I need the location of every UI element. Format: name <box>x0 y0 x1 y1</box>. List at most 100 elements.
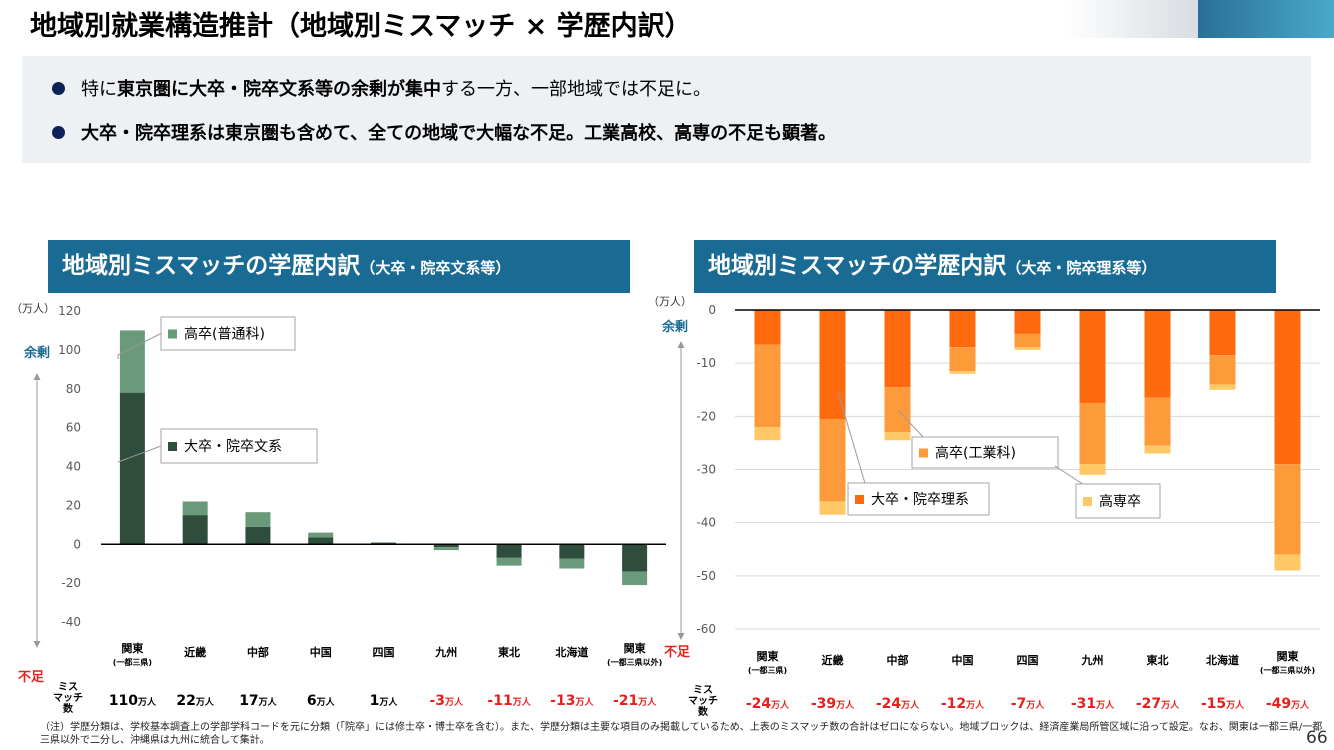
right-chart-title: 地域別ミスマッチの学歴内訳 <box>708 253 1007 279</box>
page-title: 地域別就業構造推計（地域別ミスマッチ × 学歴内訳） <box>30 11 692 42</box>
right-shortage-label: 不足 <box>664 645 691 660</box>
right-bar-segment <box>1144 397 1171 446</box>
arrow-up-icon <box>677 341 685 348</box>
left-bar-segment <box>371 542 396 545</box>
left-category-sublabel: (一都三県以外) <box>607 657 662 667</box>
right-mismatch-total: -12万人 <box>941 696 985 712</box>
left-mismatch-total: -21万人 <box>613 693 657 709</box>
right-ytick-label: -10 <box>696 356 716 370</box>
right-unit-label: （万人） <box>648 295 692 308</box>
left-mismatch-total: 6万人 <box>307 693 336 709</box>
left-legend-swatch <box>168 329 177 339</box>
left-bar-segment <box>245 526 271 545</box>
left-bar-segment <box>496 544 522 558</box>
right-legend-label: 大卒・院卒理系 <box>871 492 969 508</box>
bullet1-text-b: する一方、一部地域では不足に。 <box>441 79 711 100</box>
right-category-label: 中部 <box>887 653 909 667</box>
right-bar-segment <box>1274 310 1301 465</box>
right-chart-subtitle: （大卒・院卒理系等） <box>1006 259 1157 277</box>
right-ytick-label: -60 <box>696 622 716 636</box>
bullet1-emphasis: 東京圏に大卒・院卒文系等の余剰が集中 <box>117 79 441 100</box>
left-unit-label: （万人） <box>11 302 55 315</box>
right-bar-segment <box>1014 347 1041 350</box>
left-ytick-label: 40 <box>66 460 81 474</box>
right-mismatch-row-label: マッチ <box>688 695 718 707</box>
right-category-label: 九州 <box>1081 653 1104 667</box>
left-ytick-label: 100 <box>58 343 81 357</box>
left-mismatch-row-label: 数 <box>63 702 74 715</box>
right-mismatch-total: -7万人 <box>1011 696 1046 712</box>
right-bar-segment <box>754 426 781 441</box>
right-category-label: 中国 <box>952 653 974 667</box>
right-bar-segment <box>1209 355 1236 385</box>
left-category-label: 近畿 <box>184 645 206 659</box>
right-mismatch-total: -15万人 <box>1201 696 1245 712</box>
bullet1-text-a: 特に <box>81 79 117 100</box>
left-ytick-label: 80 <box>66 382 81 396</box>
right-legend-swatch <box>855 495 864 504</box>
left-chart-subtitle: （大卒・院卒文系等） <box>360 259 511 277</box>
right-mismatch-total: -27万人 <box>1136 696 1180 712</box>
left-bar-segment <box>119 330 145 393</box>
left-category-label: 九州 <box>434 645 457 659</box>
right-mismatch-row-label: ミス <box>693 684 713 696</box>
right-category-label: 東北 <box>1147 653 1169 667</box>
left-category-label: 中部 <box>247 645 269 659</box>
right-bar-segment <box>819 418 846 502</box>
right-legend-box <box>911 436 1059 469</box>
left-category-sublabel: (一都三県) <box>113 657 152 667</box>
left-category-label: 中国 <box>310 645 332 659</box>
right-category-label: 関東 <box>1277 649 1300 663</box>
left-category-label: 関東 <box>624 641 647 655</box>
summary-box: 特に東京圏に大卒・院卒文系等の余剰が集中する一方、一部地域では不足に。 大卒・院… <box>22 56 1311 163</box>
left-bar-segment <box>182 501 208 516</box>
right-bar-segment <box>1079 310 1106 404</box>
right-category-label: 四国 <box>1017 654 1039 667</box>
right-ytick-label: -20 <box>696 409 716 423</box>
right-bar-segment <box>754 344 781 427</box>
right-category-sublabel: (一都三県) <box>748 665 787 675</box>
right-bar-segment <box>819 310 846 419</box>
left-bar-segment <box>182 515 208 545</box>
right-bar-segment <box>949 347 976 372</box>
right-legend-leader-line <box>837 391 868 491</box>
right-mismatch-total: -24万人 <box>746 696 790 712</box>
right-bar-segment <box>884 387 911 433</box>
left-ytick-label: 120 <box>58 304 81 318</box>
right-ytick-label: -50 <box>696 569 716 583</box>
right-legend-swatch <box>919 448 928 458</box>
right-category-sublabel: (一都三県以外) <box>1260 665 1315 675</box>
left-category-label: 関東 <box>121 641 144 655</box>
summary-bullet-2: 大卒・院卒理系は東京圏も含めて、全ての地域で大幅な不足。工業高校、高専の不足も顕… <box>52 119 836 145</box>
left-bar-segment <box>371 542 396 544</box>
left-ytick-label: 0 <box>73 537 81 551</box>
left-surplus-label: 余剰 <box>23 345 50 361</box>
right-ytick-label: 0 <box>708 303 716 317</box>
right-category-label: 近畿 <box>822 653 844 667</box>
right-bar-segment <box>949 371 976 374</box>
left-bar-segment <box>308 532 334 538</box>
left-legend-leader-line <box>117 445 162 463</box>
right-bar-segment <box>884 310 911 388</box>
left-chart-title: 地域別ミスマッチの学歴内訳 <box>62 253 361 279</box>
left-bar-segment <box>496 557 522 566</box>
left-category-label: 東北 <box>498 645 520 659</box>
right-bar-segment <box>1144 310 1171 398</box>
right-bar-segment <box>1209 384 1236 390</box>
right-legend-box <box>847 482 990 516</box>
bullet-dot-icon <box>52 125 65 139</box>
left-category-label: 北海道 <box>555 645 588 659</box>
right-mismatch-total: -39万人 <box>811 696 855 712</box>
right-category-label: 関東 <box>757 649 780 663</box>
left-legend-label: 大卒・院卒文系 <box>184 439 282 455</box>
arrow-up-icon <box>33 373 41 380</box>
left-ytick-label: -40 <box>61 615 81 629</box>
left-legend-box <box>160 428 318 464</box>
left-mismatch-row-label: マッチ <box>53 692 83 704</box>
right-legend-label: 高専卒 <box>1099 493 1141 510</box>
left-bar-segment <box>308 537 334 545</box>
bullet2-emphasis: 大卒・院卒理系は東京圏も含めて、全ての地域で大幅な不足。工業高校、高専の不足も顕… <box>81 123 837 144</box>
right-bar-segment <box>949 310 976 348</box>
right-legend-label: 高卒(工業科) <box>935 445 1016 462</box>
